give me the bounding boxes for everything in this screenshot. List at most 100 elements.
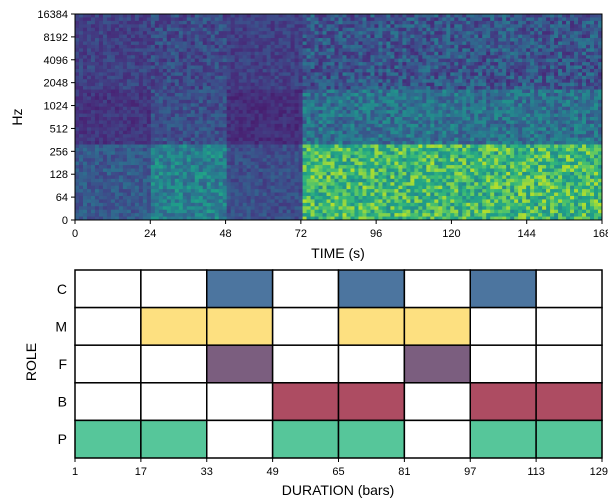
spectrogram-cell xyxy=(106,48,112,53)
spectrogram-cell xyxy=(170,189,176,194)
spectrogram-cell xyxy=(182,161,188,166)
spectrogram-cell xyxy=(150,171,156,176)
spectrogram-cell xyxy=(122,72,128,77)
spectrogram-cell xyxy=(398,75,403,80)
spectrogram-cell xyxy=(94,79,100,84)
spectrogram-cell xyxy=(282,178,288,183)
spectrogram-cell xyxy=(238,41,244,46)
spectrogram-cell xyxy=(386,185,391,190)
spectrogram-cell xyxy=(78,113,84,118)
spectrogram-cell xyxy=(274,55,280,60)
spectrogram-cell xyxy=(134,62,140,66)
spectrogram-cell xyxy=(266,123,272,128)
spectrogram-cell xyxy=(194,182,200,187)
spectrogram-cell xyxy=(230,213,236,218)
spectrogram-cell xyxy=(94,144,100,149)
spectrogram-cell xyxy=(386,178,391,183)
spectrogram-cell xyxy=(238,58,244,63)
spectrogram-cell xyxy=(394,41,399,46)
spectrogram-cell xyxy=(75,137,80,142)
spectrogram-cell xyxy=(242,192,248,197)
spectrogram-cell xyxy=(246,213,252,218)
spectrogram-cell xyxy=(82,75,88,80)
spectrogram-cell xyxy=(218,199,224,204)
spectrogram-cell xyxy=(122,154,128,159)
spectrogram-cell xyxy=(370,202,375,207)
spectrogram-cell xyxy=(174,175,180,180)
spectrogram-cell xyxy=(386,151,391,156)
spectrogram-cell xyxy=(390,199,395,204)
spectrogram-cell xyxy=(238,27,244,32)
spectrogram-cell xyxy=(374,195,379,200)
spectrogram-cell xyxy=(302,216,308,221)
spectrogram-cell xyxy=(306,51,312,56)
spectrogram-cell xyxy=(326,117,332,121)
spectrogram-cell xyxy=(314,154,320,159)
spectrogram-cell xyxy=(170,168,176,173)
spectrogram-cell xyxy=(266,44,272,49)
spectrogram-cell xyxy=(162,41,168,46)
spectrogram-cell xyxy=(194,213,200,218)
spectrogram-cell xyxy=(398,62,403,66)
spectrogram-cell xyxy=(138,72,144,77)
spectrogram-cell xyxy=(94,206,100,211)
spectrogram-cell xyxy=(82,199,88,204)
spectrogram-cell xyxy=(342,27,347,32)
spectrogram-cell xyxy=(278,178,284,183)
spectrogram-cell xyxy=(174,141,180,145)
spectrogram-cell xyxy=(390,24,395,29)
spectrogram-cell xyxy=(254,75,260,80)
spectrogram-cell xyxy=(202,161,208,166)
spectrogram-cell xyxy=(170,141,176,145)
spectrogram-cell xyxy=(142,189,148,194)
spectrogram-cell xyxy=(106,117,112,121)
spectrogram-cell xyxy=(390,106,395,111)
spectrogram-cell xyxy=(366,86,371,91)
spectrogram-cell xyxy=(254,96,260,101)
spectrogram-cell xyxy=(318,44,324,49)
spectrogram-cell xyxy=(262,117,268,121)
spectrogram-cell xyxy=(198,38,204,42)
spectrogram-cell xyxy=(306,130,312,135)
spectrogram-cell xyxy=(394,141,399,145)
spectrogram-cell xyxy=(318,206,324,211)
spectrogram-cell xyxy=(118,31,124,36)
spectrogram-cell xyxy=(378,113,383,118)
spectrogram-cell xyxy=(106,147,112,152)
spectrogram-cell xyxy=(250,209,256,214)
spectrogram-cell xyxy=(110,154,116,159)
spectrogram-cell xyxy=(230,202,236,207)
spectrogram-cell xyxy=(238,154,244,159)
spectrogram-cell xyxy=(218,44,224,49)
spectrogram-cell xyxy=(146,202,152,207)
spectrogram-cell xyxy=(262,141,268,145)
spectrogram-cell xyxy=(218,34,224,39)
spectrogram-cell xyxy=(350,120,355,125)
spectrogram-cell xyxy=(214,113,220,118)
spectrogram-cell xyxy=(262,99,268,104)
spectrogram-cell xyxy=(94,41,100,46)
spectrogram-cell xyxy=(306,38,312,42)
spectrogram-cell xyxy=(126,75,132,80)
spectrogram-cell xyxy=(202,79,208,84)
spectrogram-cell xyxy=(162,158,168,163)
spectrogram-cell xyxy=(198,168,204,173)
spectrogram-cell xyxy=(214,158,220,163)
spectrogram-cell xyxy=(82,168,88,173)
spectrogram-cell xyxy=(142,165,148,169)
spectrogram-cell xyxy=(310,141,316,145)
spectrogram-cell xyxy=(206,158,212,163)
spectrogram-cell xyxy=(78,31,84,36)
spectrogram-cell xyxy=(294,92,300,97)
spectrogram-cell xyxy=(234,127,240,132)
spectrogram-cell xyxy=(118,75,124,80)
spectrogram-cell xyxy=(142,120,148,125)
spectrogram-cell xyxy=(114,209,120,214)
spectrogram-cell xyxy=(78,127,84,132)
spectrogram-cell xyxy=(174,171,180,176)
spectrogram-cell xyxy=(198,14,204,18)
spectrogram-cell xyxy=(302,89,308,94)
spectrogram-cell xyxy=(122,79,128,84)
spectrogram-cell xyxy=(322,168,328,173)
